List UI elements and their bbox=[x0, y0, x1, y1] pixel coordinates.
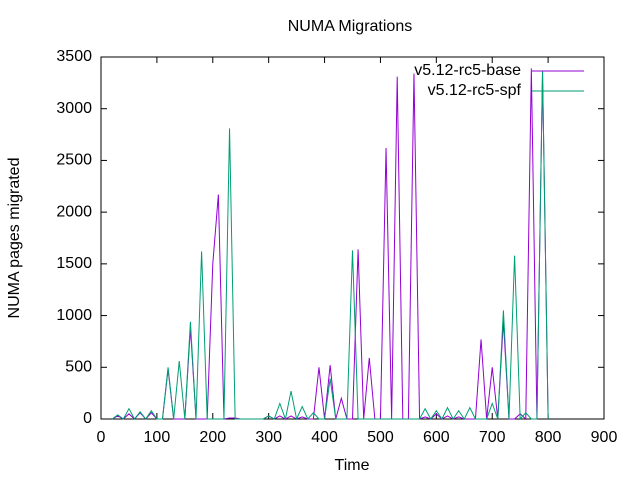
legend-label: v5.12-rc5-base bbox=[414, 62, 521, 79]
legend-label: v5.12-rc5-spf bbox=[428, 82, 522, 99]
y-tick-label: 500 bbox=[65, 359, 92, 376]
x-tick-label: 600 bbox=[423, 429, 450, 446]
y-tick-label: 3000 bbox=[56, 100, 92, 117]
x-tick-label: 100 bbox=[144, 429, 171, 446]
x-tick-label: 800 bbox=[535, 429, 562, 446]
x-tick-label: 0 bbox=[97, 429, 106, 446]
data-line bbox=[111, 68, 549, 421]
y-tick-label: 2500 bbox=[56, 152, 92, 169]
x-tick-label: 900 bbox=[591, 429, 618, 446]
x-tick-label: 400 bbox=[311, 429, 338, 446]
chart-title: NUMA Migrations bbox=[288, 18, 412, 35]
x-tick-label: 300 bbox=[255, 429, 282, 446]
data-line bbox=[111, 70, 549, 421]
y-axis-label: NUMA pages migrated bbox=[6, 158, 23, 319]
y-tick-label: 1500 bbox=[56, 255, 92, 272]
y-tick-label: 0 bbox=[83, 410, 92, 427]
x-tick-label: 500 bbox=[367, 429, 394, 446]
y-tick-label: 3500 bbox=[56, 48, 92, 65]
x-tick-label: 700 bbox=[479, 429, 506, 446]
x-axis-label: Time bbox=[335, 457, 370, 474]
y-tick-label: 2000 bbox=[56, 203, 92, 220]
x-tick-label: 200 bbox=[199, 429, 226, 446]
y-tick-label: 1000 bbox=[56, 307, 92, 324]
